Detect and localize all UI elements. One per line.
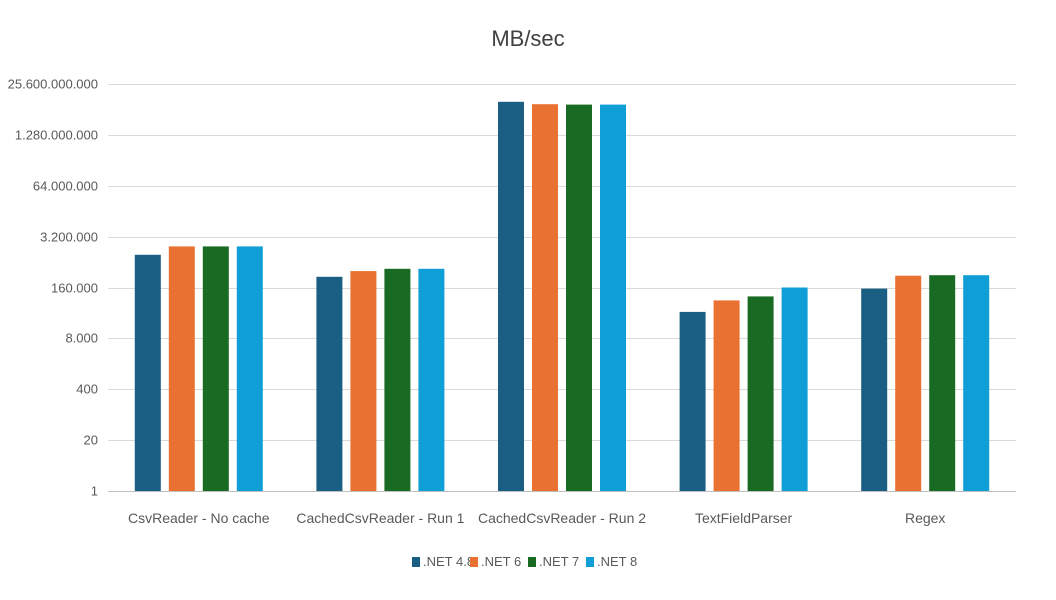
- bar: [861, 288, 888, 491]
- chart-title: MB/sec: [491, 26, 564, 51]
- bar: [384, 268, 411, 491]
- x-axis-categories: CsvReader - No cache CachedCsvReader - Ru…: [128, 510, 945, 526]
- bar: [929, 275, 956, 491]
- y-tick-label: 400: [76, 382, 98, 397]
- y-tick-label: 160.000: [51, 281, 98, 296]
- legend-swatch: [586, 557, 594, 567]
- bar: [713, 300, 740, 491]
- legend-swatch: [412, 557, 420, 567]
- bar: [566, 104, 592, 491]
- y-axis-ticks: 1 20 400 8.000 160.000 3.200.000 64.000.000 1.2…: [8, 77, 98, 499]
- bar: [747, 296, 774, 491]
- bar: [963, 275, 990, 491]
- y-tick-label: 64.000.000: [33, 179, 98, 194]
- y-tick-label: 1: [91, 484, 98, 499]
- bar: [679, 311, 706, 491]
- y-tick-label: 1.280.000.000: [15, 128, 98, 143]
- legend-swatch: [470, 557, 478, 567]
- x-category-label: Regex: [905, 510, 945, 526]
- y-tick-label: 20: [84, 433, 98, 448]
- legend-label: .NET 7: [539, 554, 579, 569]
- bars: [134, 101, 990, 492]
- x-category-label: TextFieldParser: [695, 510, 793, 526]
- legend: .NET 4.8 .NET 6 .NET 7 .NET 8: [412, 554, 637, 569]
- bar: [498, 101, 524, 492]
- bar: [316, 276, 343, 491]
- legend-label: .NET 6: [481, 554, 521, 569]
- legend-label: .NET 4.8: [423, 554, 474, 569]
- bar: [168, 246, 195, 491]
- bar: [418, 268, 445, 491]
- bar: [600, 104, 626, 491]
- bar: [202, 246, 229, 491]
- y-tick-label: 3.200.000: [40, 230, 98, 245]
- y-tick-label: 8.000: [65, 331, 98, 346]
- x-category-label: CachedCsvReader - Run 1: [296, 510, 464, 526]
- bar: [532, 104, 558, 491]
- legend-label: .NET 8: [597, 554, 637, 569]
- x-category-label: CachedCsvReader - Run 2: [478, 510, 646, 526]
- legend-swatch: [528, 557, 536, 567]
- bar: [895, 275, 922, 491]
- bar: [350, 271, 377, 491]
- x-category-label: CsvReader - No cache: [128, 510, 270, 526]
- bar: [236, 246, 263, 491]
- y-tick-label: 25.600.000.000: [8, 77, 98, 92]
- bar: [134, 254, 161, 491]
- bar: [781, 287, 808, 491]
